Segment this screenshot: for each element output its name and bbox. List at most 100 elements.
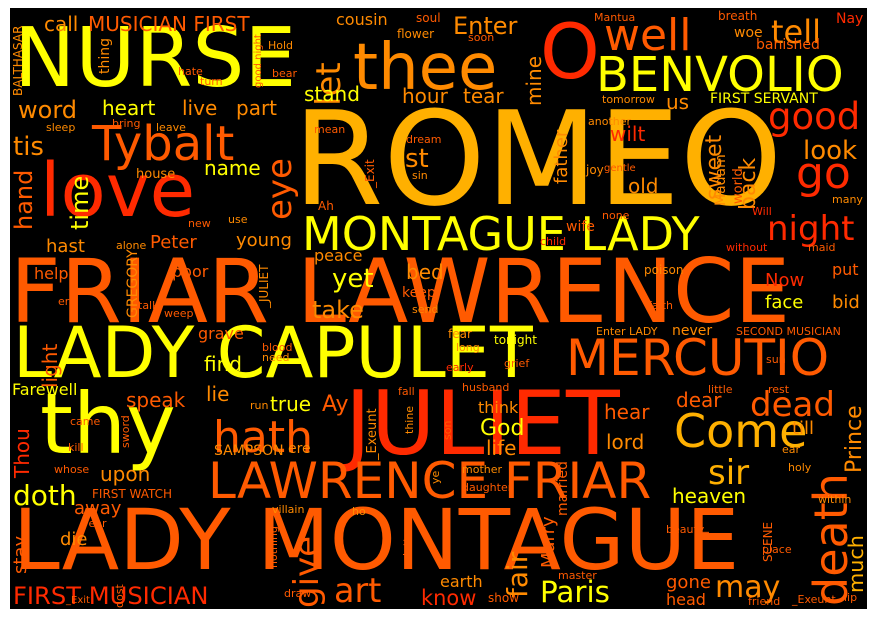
cloud-word: banished [756,37,820,53]
cloud-word: poor [172,262,209,281]
cloud-word: came [70,415,101,428]
cloud-word: soul [416,11,441,25]
cloud-word: stand [304,82,360,106]
cloud-word: ere [288,441,311,457]
cloud-word: Farewell [12,380,78,399]
cloud-word: face [765,292,804,313]
cloud-word: MUSICIAN FIRST [88,12,250,36]
cloud-word: tis [13,132,44,162]
cloud-word: tomorrow [602,93,655,106]
cloud-word: good [768,95,861,138]
cloud-word: call [44,12,79,36]
cloud-word: FIRST MUSICIAN [13,582,209,609]
cloud-word: hear [604,400,650,424]
cloud-word: know [421,586,477,609]
cloud-word: true [270,392,312,416]
cloud-word: yet [332,264,374,294]
cloud-word: turn [200,75,223,88]
cloud-word: married [555,461,571,516]
cloud-word: _Exeunt [365,408,380,460]
cloud-word: Enter LADY [596,325,658,338]
cloud-word: sleep [46,121,76,134]
cloud-word: send [412,303,439,316]
cloud-word: NURSE [14,11,297,106]
cloud-word: letter [401,526,414,556]
cloud-word: art [334,571,382,609]
cloud-word: grave [198,324,244,343]
cloud-word: _Exit [363,159,377,188]
cloud-word: LAWRENCE FRIAR [208,452,652,510]
cloud-word: JULIET [345,372,620,475]
cloud-word: Tybalt [92,116,235,172]
cloud-word: heart [102,96,156,120]
cloud-word: kill [68,441,84,454]
cloud-word: early [446,361,474,374]
cloud-word: nothing [267,526,280,568]
cloud-word: doth [13,479,77,512]
cloud-word: weep [164,307,194,320]
cloud-word: many [832,193,863,206]
cloud-word: earth [440,572,483,591]
cloud-word: dead [750,385,835,425]
cloud-word: er [58,295,70,308]
cloud-word: much [844,535,867,593]
cloud-word: thine [403,405,416,434]
cloud-word: Come [674,404,808,458]
cloud-word: Prince [842,405,867,473]
cloud-word: show [488,591,520,605]
cloud-word: young [236,230,292,251]
cloud-word: go [796,148,851,199]
cloud-word: put [832,260,859,279]
cloud-word: wilt [610,122,646,146]
cloud-word: Enter [453,12,518,40]
cloud-word: speak [126,388,186,412]
cloud-word: world [731,168,746,204]
cloud-word: till [792,418,815,439]
cloud-word: part [236,96,278,120]
cloud-word: ho [352,505,366,518]
cloud-word: away [74,498,122,519]
cloud-word: lip [844,591,858,604]
cloud-word: God [480,416,525,441]
cloud-word: child [540,235,567,248]
cloud-word: ye [429,470,442,484]
cloud-word: flower [397,27,435,41]
cloud-word: BALTHASAR [11,25,25,96]
cloud-word: gone [666,572,711,593]
cloud-word: year [82,517,107,530]
cloud-word: FRIAR LAWRENCE [10,240,791,343]
cloud-word: father [551,129,572,184]
cloud-word: SECOND MUSICIAN [736,325,841,338]
cloud-word: _Exit [66,595,90,606]
cloud-word: peace [314,246,363,265]
cloud-word: tell [771,13,822,51]
cloud-word: without [726,241,768,254]
cloud-word: head [666,590,706,609]
cloud-word: Mantua [594,11,636,24]
cloud-word: sir [708,453,750,493]
cloud-word: ear [782,443,801,456]
cloud-word: life [486,436,517,460]
cloud-word: Will [752,205,772,218]
cloud-word: st [405,144,429,174]
cloud-word: BENVOLIO [596,47,844,103]
cloud-word: love [40,148,196,234]
cloud-word: hath [213,412,313,463]
cloud-word: bear [272,67,298,80]
cloud-word: dear [676,388,722,412]
cloud-word: thee [353,31,498,105]
cloud-word: house [136,167,176,182]
cloud-word: alone [116,239,147,252]
cloud-word: bring [112,117,141,130]
cloud-word: _Exeunt [792,593,836,606]
cloud-word: long [456,341,480,354]
cloud-word: eye [260,158,300,220]
cloud-word: wife [566,219,595,235]
cloud-word: leave [156,121,186,134]
cloud-word: well [604,10,692,61]
cloud-word: thy [40,375,176,473]
cloud-word: mean [314,123,346,136]
cloud-word: villain [272,503,305,516]
cloud-word: tear [463,84,504,108]
cloud-word: word [18,96,77,124]
